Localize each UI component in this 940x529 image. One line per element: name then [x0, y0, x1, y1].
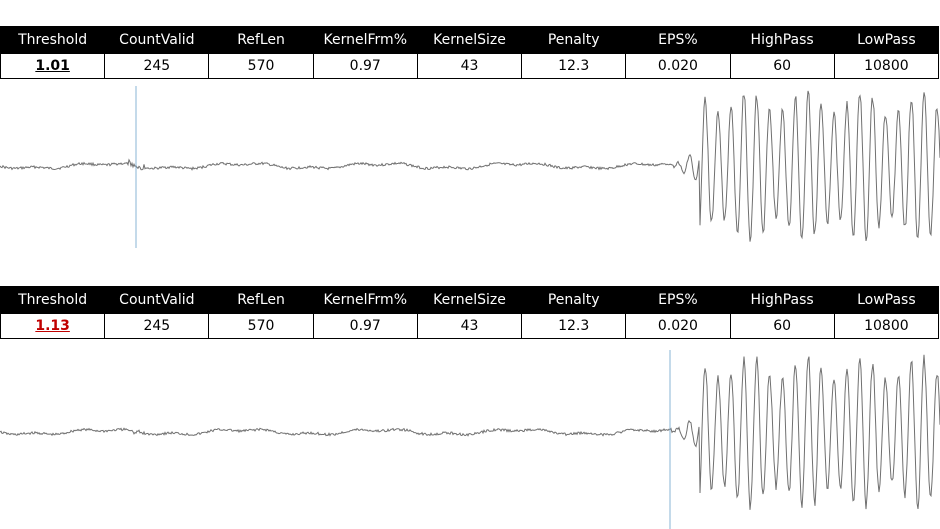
header-reflen: RefLen [208, 286, 314, 314]
header-eps: EPS% [625, 26, 731, 54]
header-row: Threshold CountValid RefLen KernelFrm% K… [0, 26, 940, 54]
header-countvalid: CountValid [104, 286, 210, 314]
header-kernelsize: KernelSize [416, 286, 523, 314]
header-highpass: HighPass [729, 286, 835, 314]
parameter-table: Threshold CountValid RefLen KernelFrm% K… [0, 26, 940, 79]
header-countvalid: CountValid [104, 26, 210, 54]
waveform-plot [0, 344, 940, 529]
kernelsize-value: 43 [416, 313, 523, 339]
waveform-svg [0, 86, 940, 248]
penalty-value: 12.3 [521, 313, 627, 339]
reflen-value: 570 [208, 53, 314, 79]
header-threshold: Threshold [0, 26, 106, 54]
threshold-value-link[interactable]: 1.13 [0, 313, 106, 339]
value-row: 1.01 245 570 0.97 43 12.3 0.020 60 10800 [0, 53, 940, 79]
kernelfrm-value: 0.97 [312, 53, 418, 79]
threshold-value-link[interactable]: 1.01 [0, 53, 106, 79]
panel-1: Threshold CountValid RefLen KernelFrm% K… [0, 26, 940, 248]
lowpass-value: 10800 [833, 313, 940, 339]
kernelfrm-value: 0.97 [312, 313, 418, 339]
highpass-value: 60 [729, 313, 835, 339]
highpass-value: 60 [729, 53, 835, 79]
header-threshold: Threshold [0, 286, 106, 314]
header-lowpass: LowPass [833, 26, 940, 54]
countvalid-value: 245 [104, 313, 210, 339]
kernelsize-value: 43 [416, 53, 523, 79]
header-kernelsize: KernelSize [416, 26, 523, 54]
header-kernelfrm: KernelFrm% [312, 286, 418, 314]
waveform-trace [0, 354, 940, 510]
header-row: Threshold CountValid RefLen KernelFrm% K… [0, 286, 940, 314]
eps-value: 0.020 [625, 53, 731, 79]
countvalid-value: 245 [104, 53, 210, 79]
header-kernelfrm: KernelFrm% [312, 26, 418, 54]
header-highpass: HighPass [729, 26, 835, 54]
value-row: 1.13 245 570 0.97 43 12.3 0.020 60 10800 [0, 313, 940, 339]
panel-2: Threshold CountValid RefLen KernelFrm% K… [0, 286, 940, 529]
parameter-table: Threshold CountValid RefLen KernelFrm% K… [0, 286, 940, 339]
lowpass-value: 10800 [833, 53, 940, 79]
penalty-value: 12.3 [521, 53, 627, 79]
eps-value: 0.020 [625, 313, 731, 339]
waveform-svg [0, 350, 940, 529]
header-reflen: RefLen [208, 26, 314, 54]
header-lowpass: LowPass [833, 286, 940, 314]
header-penalty: Penalty [521, 286, 627, 314]
header-penalty: Penalty [521, 26, 627, 54]
waveform-trace [0, 90, 940, 242]
reflen-value: 570 [208, 313, 314, 339]
waveform-plot [0, 84, 940, 254]
header-eps: EPS% [625, 286, 731, 314]
